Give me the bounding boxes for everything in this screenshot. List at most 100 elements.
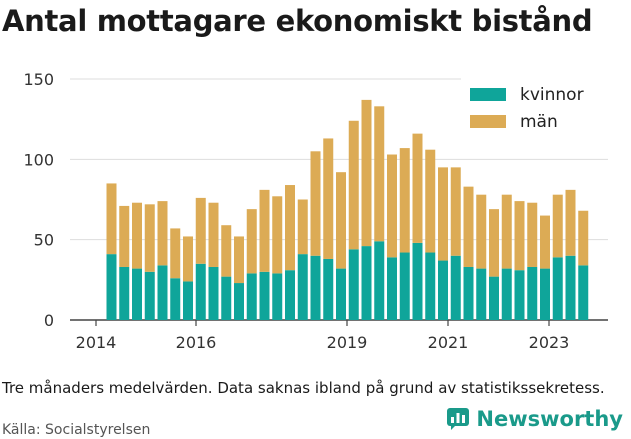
y-tick-label: 0 <box>44 311 54 330</box>
bar-man <box>489 209 499 277</box>
legend-label: män <box>520 112 558 132</box>
bar-man <box>336 172 346 269</box>
bar-man <box>195 197 206 264</box>
bar-kvinnor <box>489 276 499 320</box>
bar-man <box>361 99 372 247</box>
bar-man <box>119 205 130 267</box>
bar-kvinnor <box>476 268 487 320</box>
bar-man <box>323 138 334 259</box>
bar-kvinnor <box>336 268 346 320</box>
bar-man <box>106 183 117 255</box>
legend-label: kvinnor <box>520 85 584 105</box>
bar-man <box>399 148 410 253</box>
legend-box <box>461 75 608 142</box>
bar-man <box>540 215 550 269</box>
bar-man <box>285 185 295 271</box>
bar-kvinnor <box>132 268 142 320</box>
source-note: Källa: Socialstyrelsen <box>2 422 151 438</box>
bar-man <box>310 151 321 256</box>
footnote: Tre månaders medelvärden. Data saknas ib… <box>2 379 605 397</box>
bars <box>106 99 589 320</box>
bar-man <box>425 149 436 253</box>
bar-kvinnor <box>463 266 474 320</box>
y-tick-label: 50 <box>34 231 54 250</box>
bar-kvinnor <box>297 254 308 320</box>
bar-kvinnor <box>183 281 193 320</box>
y-tick-label: 100 <box>23 150 54 169</box>
bar-kvinnor <box>450 255 461 320</box>
bar-kvinnor <box>195 263 206 320</box>
bar-kvinnor <box>259 271 270 320</box>
bar-kvinnor <box>552 257 563 320</box>
bar-man <box>246 209 257 274</box>
bar-kvinnor <box>438 260 448 320</box>
x-tick-label: 2021 <box>428 333 469 352</box>
bar-man <box>221 225 232 277</box>
bar-man <box>144 204 155 272</box>
bar-kvinnor <box>361 246 372 320</box>
bar-kvinnor <box>565 255 576 320</box>
bar-kvinnor <box>144 271 155 320</box>
bar-kvinnor <box>285 270 295 320</box>
bar-man <box>476 194 487 269</box>
bar-man <box>234 236 244 284</box>
bar-kvinnor <box>399 252 410 320</box>
bar-man <box>463 186 474 267</box>
bar-kvinnor <box>208 266 219 320</box>
bar-kvinnor <box>119 266 130 320</box>
bar-kvinnor <box>246 273 257 320</box>
bar-man <box>578 210 589 266</box>
bar-man <box>565 189 576 256</box>
bar-man <box>387 154 397 258</box>
bar-man <box>132 202 142 269</box>
bar-man <box>412 133 423 243</box>
bar-man <box>438 167 448 261</box>
bar-man <box>374 106 385 242</box>
x-tick-label: 2019 <box>327 333 368 352</box>
bar-man <box>514 201 525 271</box>
y-axis-ticks: 0 50 100 150 <box>23 70 54 330</box>
brand[interactable]: Newsworthy <box>446 407 623 431</box>
y-tick-label: 150 <box>23 70 54 89</box>
bar-kvinnor <box>310 255 321 320</box>
bar-kvinnor <box>157 265 168 320</box>
bar-man <box>259 189 270 272</box>
bar-man <box>450 167 461 256</box>
bar-kvinnor <box>170 278 181 320</box>
bar-kvinnor <box>323 258 334 320</box>
x-axis-ticks: 2014 2016 2019 2021 2023 <box>76 320 570 352</box>
bar-man <box>552 194 563 258</box>
x-tick-label: 2014 <box>76 333 117 352</box>
bar-kvinnor <box>412 242 423 320</box>
x-tick-label: 2023 <box>529 333 570 352</box>
bar-man <box>157 201 168 266</box>
bar-man <box>272 196 283 274</box>
bar-kvinnor <box>527 266 538 320</box>
legend-swatch-kvinnor <box>470 88 506 101</box>
legend-swatch-man <box>470 115 506 128</box>
chart-title: Antal mottagare ekonomiskt bistånd <box>2 4 593 38</box>
bar-man <box>208 202 219 267</box>
bar-kvinnor <box>514 270 525 320</box>
bar-man <box>501 194 512 269</box>
bar-man <box>170 228 181 279</box>
bar-kvinnor <box>501 268 512 320</box>
newsworthy-logo-icon <box>447 408 470 430</box>
bar-kvinnor <box>221 276 232 320</box>
x-tick-label: 2016 <box>176 333 217 352</box>
bar-man <box>348 120 359 250</box>
bar-kvinnor <box>578 265 589 320</box>
brand-name: Newsworthy <box>476 407 623 431</box>
bar-kvinnor <box>540 268 550 320</box>
bar-man <box>183 236 193 282</box>
bar-man <box>527 202 538 267</box>
bar-kvinnor <box>374 241 385 320</box>
bar-kvinnor <box>387 257 397 320</box>
bar-kvinnor <box>234 283 244 320</box>
bar-kvinnor <box>425 252 436 320</box>
bar-kvinnor <box>106 254 117 320</box>
bar-kvinnor <box>348 249 359 320</box>
bar-kvinnor <box>272 273 283 320</box>
bar-man <box>297 199 308 255</box>
